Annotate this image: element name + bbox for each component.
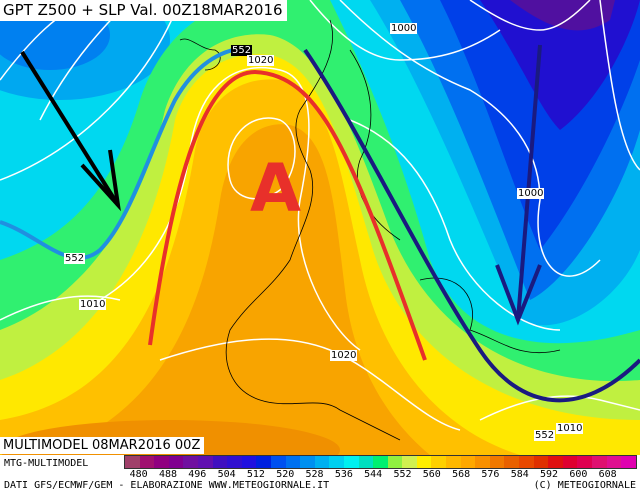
isobars <box>0 0 640 431</box>
contour-label: 552 <box>231 45 253 56</box>
run-label: MULTIMODEL 08MAR2016 00Z <box>0 437 205 454</box>
scale-cell <box>285 456 301 468</box>
scale-tick-label: 528 <box>305 469 324 480</box>
scale-cell <box>431 456 447 468</box>
scale-cell <box>373 456 388 468</box>
contour-label: 1020 <box>330 350 358 361</box>
high-pressure-label: A <box>250 150 302 227</box>
z500-band <box>480 0 640 130</box>
scale-cell <box>606 456 622 468</box>
scale-tick-label: 496 <box>188 469 207 480</box>
scale-cell <box>548 456 563 468</box>
contour-label: 1000 <box>390 23 418 34</box>
color-scale <box>124 455 637 469</box>
scale-cell <box>519 456 534 468</box>
ridge-axis-line <box>148 69 427 361</box>
map-title: GPT Z500 + SLP Val. 00Z18MAR2016 <box>0 0 287 21</box>
scale-tick-label: 488 <box>158 469 177 480</box>
scale-cell <box>460 456 476 468</box>
scale-tick-label: 480 <box>129 469 148 480</box>
scale-cell <box>314 456 330 468</box>
scale-tick-label: 536 <box>334 469 353 480</box>
scale-tick-label: 568 <box>452 469 471 480</box>
scale-tick-label: 600 <box>569 469 588 480</box>
scale-cell <box>489 456 505 468</box>
scale-cell <box>343 456 359 468</box>
scale-tick-label: 504 <box>217 469 236 480</box>
scale-tick-label: 584 <box>510 469 529 480</box>
scale-cell <box>212 456 228 468</box>
flow-arrow-icon <box>20 50 121 212</box>
contour-label: 1010 <box>79 299 107 310</box>
scale-cell <box>562 456 578 468</box>
scale-cell <box>241 456 257 468</box>
scale-cell <box>300 456 315 468</box>
scale-cell <box>504 456 520 468</box>
scale-cell <box>329 456 344 468</box>
model-label: MTG-MULTIMODEL <box>4 458 89 469</box>
scale-tick-label: 576 <box>481 469 500 480</box>
contour-label: 552 <box>534 430 556 441</box>
contour-label: 1000 <box>517 188 545 199</box>
scale-tick-label: 608 <box>598 469 617 480</box>
scale-cell <box>197 456 213 468</box>
coastlines <box>179 19 561 441</box>
scale-cell <box>533 456 549 468</box>
scale-cell <box>168 456 184 468</box>
trough-arrow-icon <box>495 44 542 326</box>
scale-cell <box>270 456 286 468</box>
scale-cell <box>125 456 140 468</box>
scale-tick-label: 544 <box>364 469 383 480</box>
source-label: DATI GFS/ECMWF/GEM - ELABORAZIONE WWW.ME… <box>4 480 330 491</box>
scale-cell <box>154 456 169 468</box>
scale-tick-label: 560 <box>422 469 441 480</box>
scale-cell <box>592 456 607 468</box>
scale-tick-label: 512 <box>246 469 265 480</box>
contour-label: 1020 <box>247 55 275 66</box>
z500-band <box>510 0 615 31</box>
scale-cell <box>387 456 403 468</box>
scale-tick-label: 592 <box>540 469 559 480</box>
scale-cell <box>227 456 242 468</box>
z552-line <box>0 46 246 260</box>
color-scale-ticks: 480 488 496 504 512 520 528 536 544 552 560 568 576 5… <box>124 469 637 481</box>
contour-label: 1010 <box>556 423 584 434</box>
scale-tick-label: 552 <box>393 469 412 480</box>
scale-cell <box>139 456 155 468</box>
scale-cell <box>475 456 490 468</box>
scale-cell <box>577 456 592 468</box>
z500-band <box>40 124 430 455</box>
trough-axis-line <box>303 48 640 403</box>
scale-tick-label: 520 <box>276 469 295 480</box>
contour-label: 552 <box>64 253 86 264</box>
scale-cell <box>621 456 636 468</box>
scale-cell <box>446 456 461 468</box>
scale-cell <box>358 456 374 468</box>
geopotential-map <box>0 0 640 455</box>
scale-cell <box>183 456 198 468</box>
scale-cell <box>256 456 271 468</box>
copyright-label: (C) METEOGIORNALE <box>533 480 636 491</box>
scale-cell <box>402 456 417 468</box>
scale-cell <box>416 456 432 468</box>
